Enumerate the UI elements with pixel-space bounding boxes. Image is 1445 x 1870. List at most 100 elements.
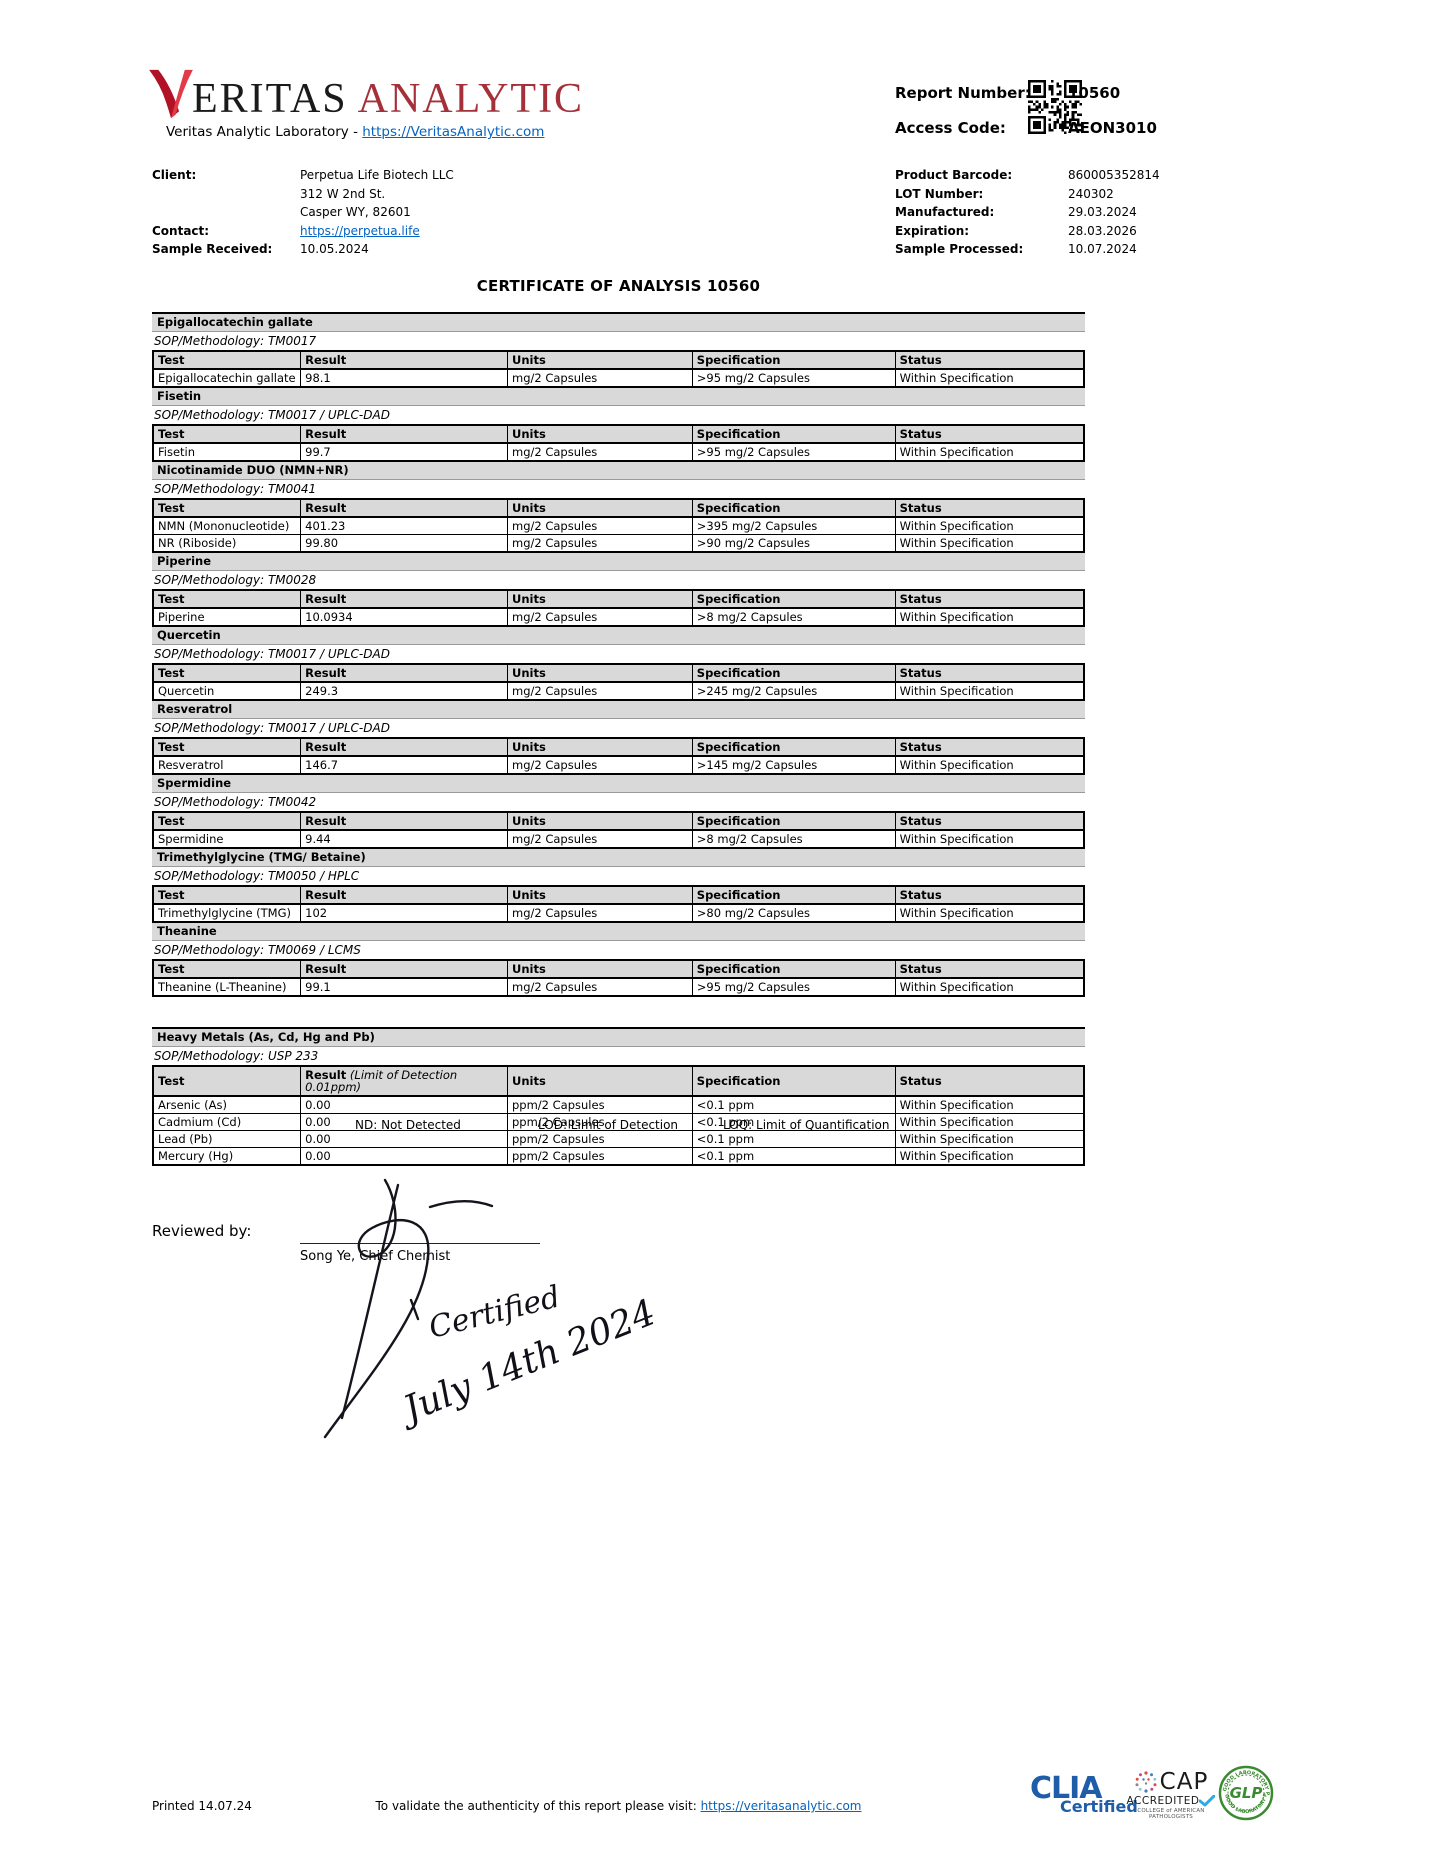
column-header: Units (507, 1065, 693, 1097)
column-header: Units (507, 350, 693, 370)
column-header: Status (894, 959, 1085, 979)
cap-accredited-logo: CAP ACCREDITED COLLEGE of AMERICAN PATHO… (1125, 1770, 1217, 1820)
result-cell: Epigallocatechin gallate (152, 368, 302, 388)
result-cell: Within Specification (894, 1095, 1085, 1114)
result-row: Epigallocatechin gallate 98.1 mg/2 Capsule… (152, 368, 1085, 388)
result-cell: 98.1 (300, 368, 508, 388)
result-cell: >95 mg/2 Capsules (691, 368, 896, 388)
result-cell: ppm/2 Capsules (507, 1130, 693, 1148)
column-header: Units (507, 885, 693, 905)
result-cell: Theanine (L-Theanine) (152, 977, 302, 997)
result-cell: Fisetin (152, 442, 302, 462)
result-row: NMN (Mononucleotide) 401.23 mg/2 Capsules >… (152, 516, 1085, 535)
column-header: Specification (691, 737, 896, 757)
client-address-line1: 312 W 2nd St. (300, 186, 386, 201)
table-header-row: Test Result (Limit of Detection 0.01ppm) U… (152, 1065, 1085, 1097)
access-code-value: AEON3010 (1068, 119, 1157, 137)
result-cell: Within Specification (894, 1130, 1085, 1148)
veritas-website-link[interactable]: https://VeritasAnalytic.com (362, 124, 545, 140)
column-header: Status (894, 424, 1085, 444)
section-title: Nicotinamide DUO (NMN+NR) (152, 462, 1085, 480)
column-header: Specification (691, 350, 896, 370)
section-title: Heavy Metals (As, Cd, Hg and Pb) (152, 1027, 1085, 1047)
test-section: Fisetin SOP/Methodology: TM0017 / UPLC-D… (152, 388, 1085, 462)
client-address-line2: Casper WY, 82601 (300, 205, 411, 219)
cap-accredited-text: ACCREDITED (1126, 1794, 1200, 1807)
report-meta: Report Number: 10560 Access Code: AEON3010 (895, 84, 1157, 154)
column-header: Result (Limit of Detection 0.01ppm) (300, 1065, 508, 1097)
table-header-row: Test Result Units Specification Status (152, 424, 1085, 444)
column-header: Result (300, 663, 508, 683)
result-cell: Within Specification (894, 442, 1085, 462)
legend-nd: ND: Not Detected (355, 1118, 461, 1132)
client-website-link[interactable]: https://perpetua.life (300, 223, 420, 238)
result-cell: >145 mg/2 Capsules (691, 755, 896, 775)
legend: ND: Not Detected LOD: Limit of Detection… (152, 1118, 1085, 1138)
cap-globe-icon (1135, 1771, 1157, 1793)
test-section: Trimethylglycine (TMG/ Betaine) SOP/Meth… (152, 849, 1085, 923)
cap-text: CAP (1159, 1768, 1209, 1795)
handwritten-date: July 14th 2024 (392, 1292, 662, 1433)
result-cell: Within Specification (894, 977, 1085, 997)
results-table: Test Result Units Specification Status Resve… (152, 737, 1085, 775)
column-header: Result (300, 737, 508, 757)
cap-checkmark-icon (1199, 1795, 1216, 1807)
result-cell: >80 mg/2 Capsules (691, 903, 896, 923)
validate-link[interactable]: https://veritasanalytic.com (700, 1799, 862, 1813)
table-header-row: Test Result Units Specification Status (152, 811, 1085, 831)
result-cell: Spermidine (152, 829, 302, 849)
result-cell: 146.7 (300, 755, 508, 775)
sop-methodology: SOP/Methodology: TM0028 (154, 573, 317, 587)
sop-methodology: SOP/Methodology: TM0017 / UPLC-DAD (154, 408, 390, 422)
result-row: Cadmium (Cd) 0.00 ppm/2 Capsules <0.1 ppm Wi… (152, 1113, 1085, 1131)
table-header-row: Test Result Units Specification Status (152, 737, 1085, 757)
result-cell: 0.00 (300, 1095, 508, 1114)
printed-date: Printed 14.07.24 (152, 1799, 252, 1813)
test-section: Quercetin SOP/Methodology: TM0017 / UPLC… (152, 627, 1085, 701)
result-cell: Within Specification (894, 755, 1085, 775)
result-cell: <0.1 ppm (691, 1113, 896, 1131)
result-cell: NMN (Mononucleotide) (152, 516, 302, 535)
expiration-value: 28.03.2026 (1068, 223, 1137, 238)
page-title: CERTIFICATE OF ANALYSIS 10560 (476, 277, 761, 295)
expiration-label: Expiration: (895, 223, 970, 238)
result-cell: mg/2 Capsules (507, 368, 693, 388)
sop-methodology: SOP/Methodology: TM0042 (154, 795, 317, 809)
result-cell: <0.1 ppm (691, 1130, 896, 1148)
result-cell: Lead (Pb) (152, 1130, 302, 1148)
result-row: Piperine 10.0934 mg/2 Capsules >8 mg/2 Caps… (152, 607, 1085, 627)
validate-text: To validate the authenticity of this rep… (375, 1799, 701, 1813)
result-cell: mg/2 Capsules (507, 681, 693, 701)
column-header: Test (152, 663, 302, 683)
clia-text: CLIA (1030, 1771, 1103, 1806)
column-header: Result (300, 498, 508, 518)
section-title: Theanine (152, 923, 1085, 941)
result-cell: Quercetin (152, 681, 302, 701)
column-header: Test (152, 811, 302, 831)
handwritten-certified: Certified (425, 1279, 563, 1345)
sop-methodology: SOP/Methodology: TM0017 (154, 334, 317, 348)
result-cell: 99.80 (300, 534, 508, 553)
contact-label: Contact: (152, 223, 210, 238)
result-cell: 0.00 (300, 1147, 508, 1166)
result-row: NR (Riboside) 99.80 mg/2 Capsules >90 mg/2 … (152, 534, 1085, 553)
logo-text-veritas: ERITAS (192, 76, 348, 122)
column-header: Status (894, 811, 1085, 831)
sop-methodology: SOP/Methodology: USP 233 (154, 1049, 319, 1063)
column-header: Test (152, 959, 302, 979)
result-cell: 99.7 (300, 442, 508, 462)
result-cell: >95 mg/2 Capsules (691, 442, 896, 462)
signature-line (300, 1243, 540, 1244)
section-title: Trimethylglycine (TMG/ Betaine) (152, 849, 1085, 867)
test-section: Nicotinamide DUO (NMN+NR) SOP/Methodolog… (152, 462, 1085, 553)
result-cell: Cadmium (Cd) (152, 1113, 302, 1131)
result-cell: mg/2 Capsules (507, 903, 693, 923)
column-header: Status (894, 350, 1085, 370)
sample-processed-label: Sample Processed: (895, 242, 1024, 256)
result-cell: Piperine (152, 607, 302, 627)
column-header: Result (300, 959, 508, 979)
signature-scribble: Certified July 14th 2024 (323, 1178, 662, 1439)
column-header: Test (152, 737, 302, 757)
column-header: Status (894, 1065, 1085, 1097)
lot-number-label: LOT Number: (895, 186, 984, 201)
